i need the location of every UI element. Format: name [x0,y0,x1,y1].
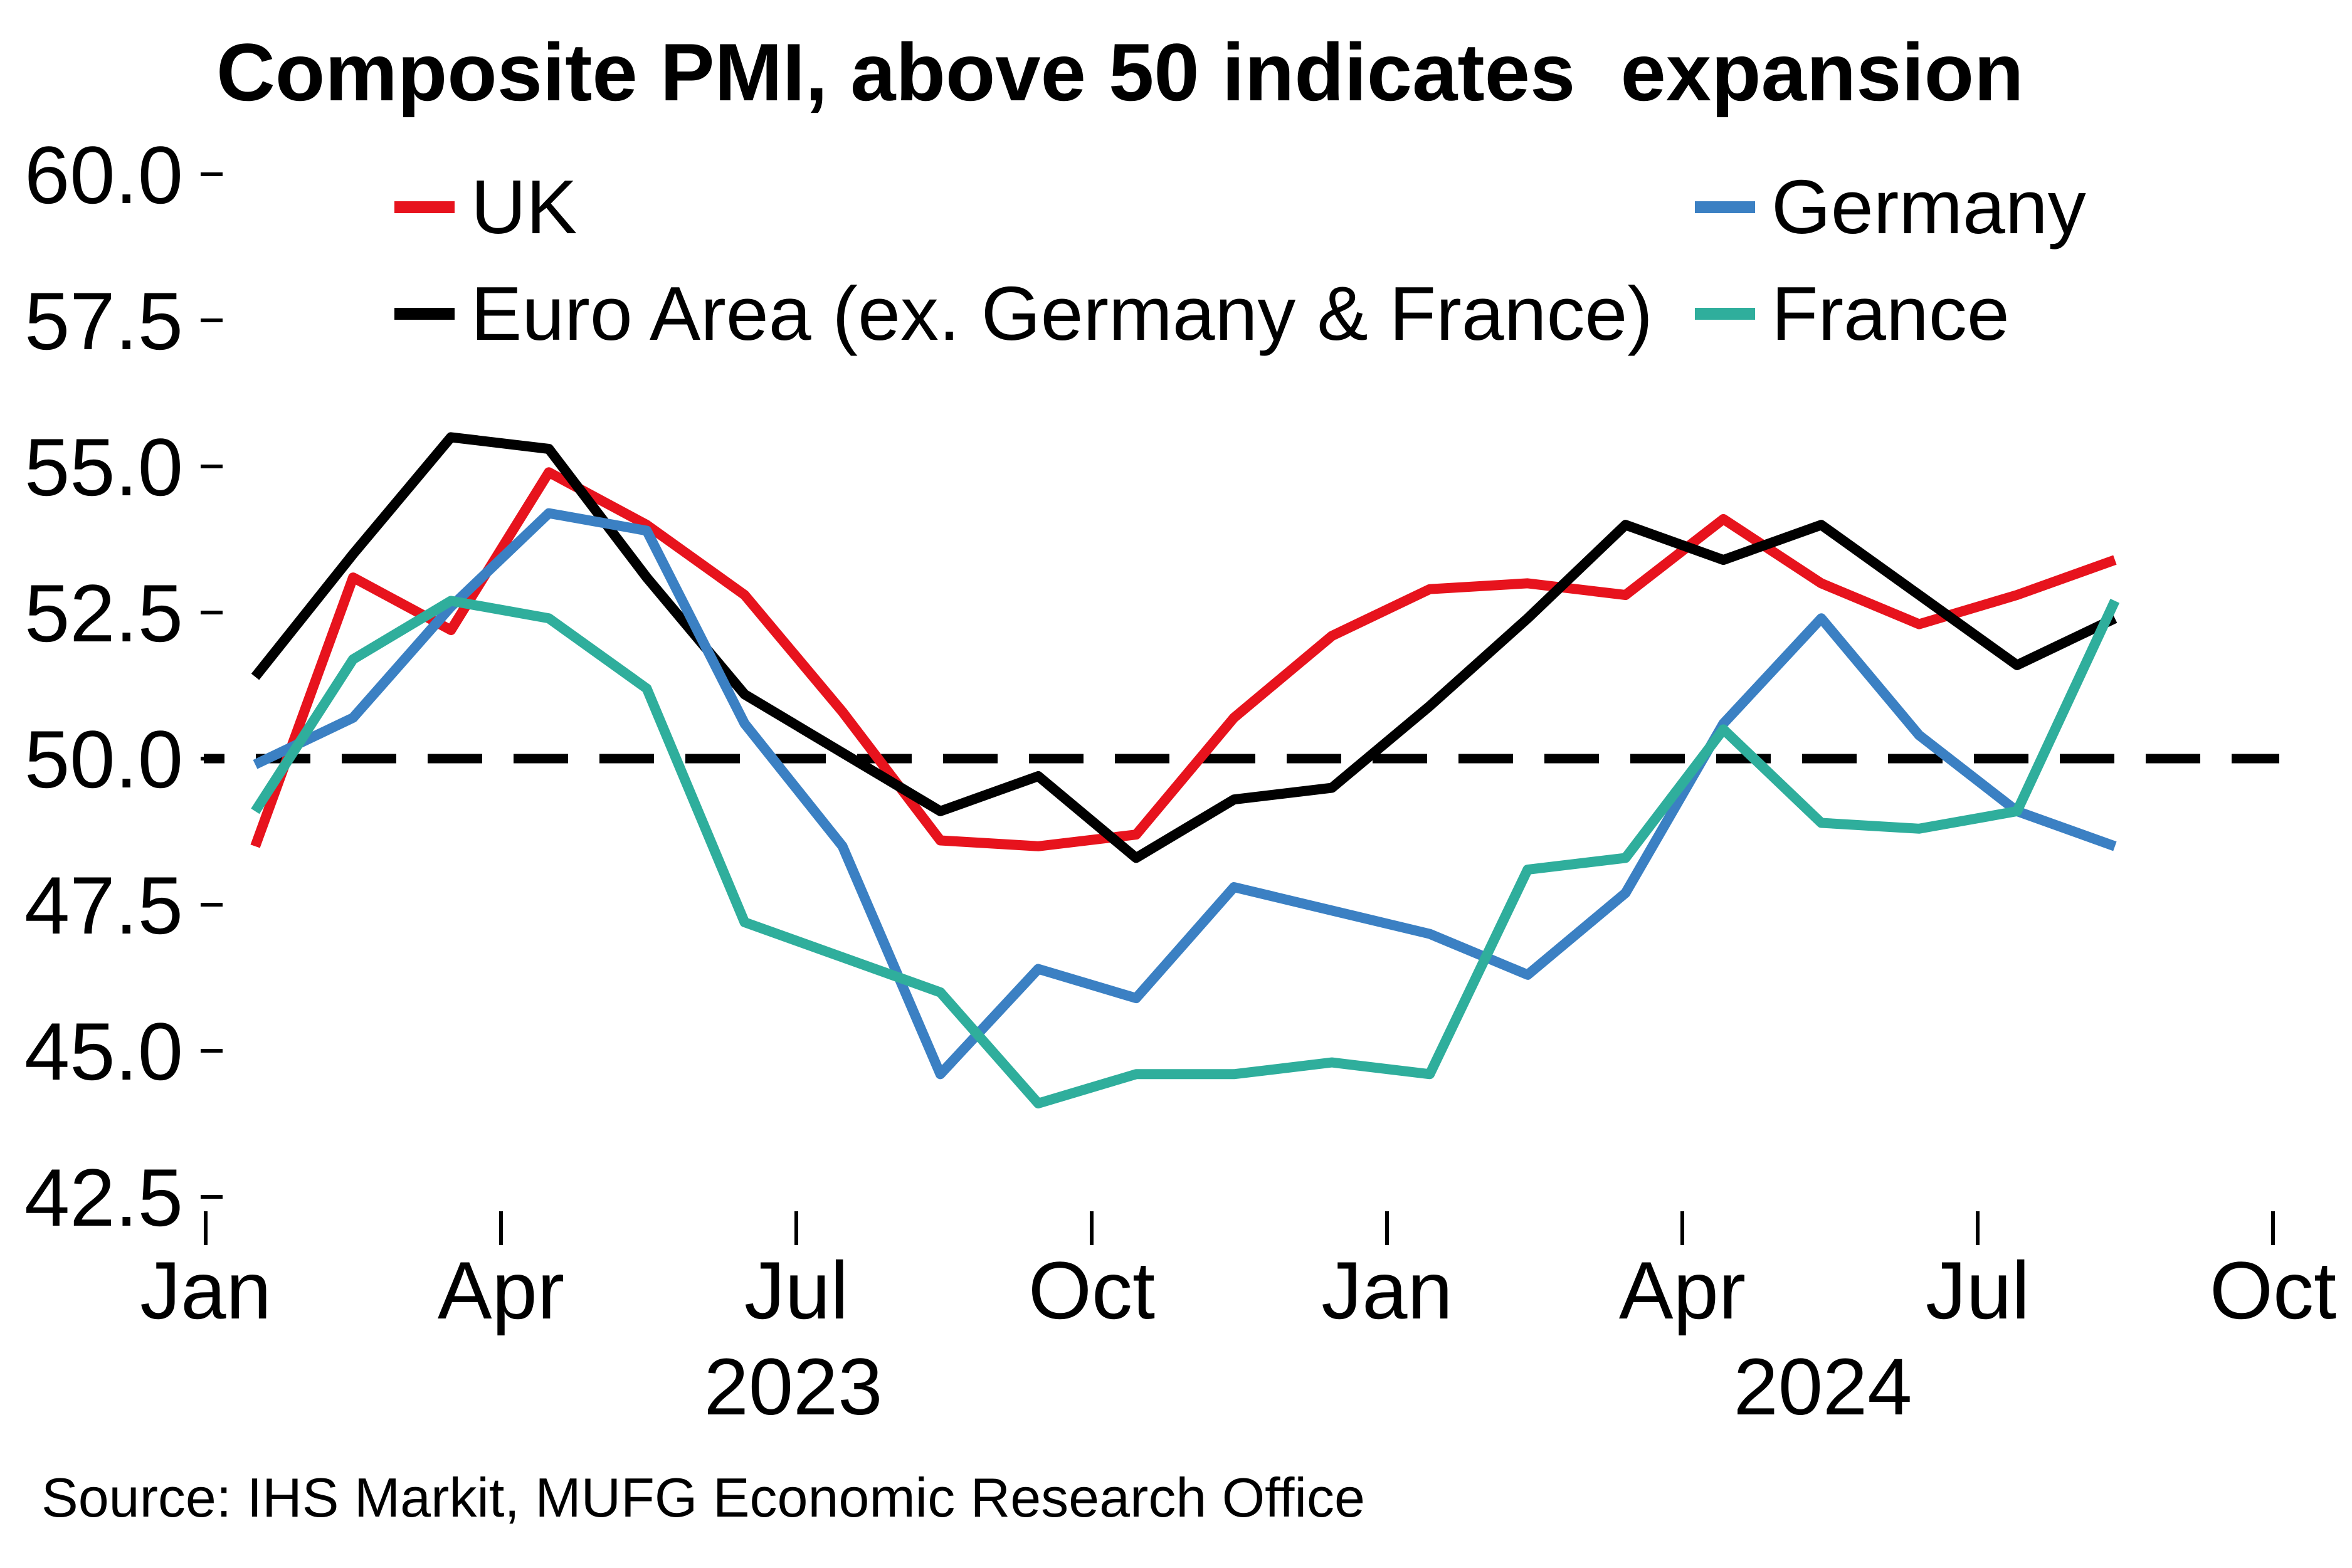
legend-marker-euro-area [394,307,455,320]
series-line-uk [250,467,2117,851]
x-tick-label: Jan [1321,1244,1453,1336]
x-tick-label: Oct [2210,1244,2336,1336]
y-tick-label: 52.5 [24,567,183,659]
legend-item-france: France [1695,266,2010,360]
series-line-france [251,596,2120,1108]
y-tick-label: 57.5 [24,275,183,367]
legend-label-uk: UK [471,164,577,250]
source-note: Source: IHS Markit, MUFG Economic Resear… [41,1466,1365,1529]
series-line-germany [253,508,2117,1080]
legend-marker-france [1695,307,1755,320]
x-tick-label: Jan [140,1244,272,1336]
legend-label-euro-area: Euro Area (ex. Germany & France) [471,271,1653,356]
legend-label-france: France [1771,271,2010,356]
y-tick-label: 55.0 [24,421,183,513]
x-tick-label: Apr [438,1244,564,1336]
legend-marker-uk [394,201,455,213]
series-line-euro-area-ex-germany-france [251,432,2117,863]
legend-item-euro-area: Euro Area (ex. Germany & France) [394,266,1653,360]
x-tick-label: Apr [1619,1244,1746,1336]
y-tick-label: 45.0 [24,1006,183,1097]
legend-item-germany: Germany [1695,160,2086,254]
x-tick-label: Jul [744,1244,848,1336]
legend-item-uk: UK [394,160,577,254]
y-tick-label: 42.5 [24,1152,183,1243]
year-label: 2023 [704,1342,883,1432]
x-tick-label: Jul [1926,1244,2030,1336]
year-label: 2024 [1734,1342,1912,1432]
legend-marker-germany [1695,201,1755,213]
y-tick-label: 47.5 [24,860,183,951]
x-tick-label: Oct [1028,1244,1155,1336]
legend-label-germany: Germany [1771,164,2086,250]
y-tick-label: 50.0 [24,713,183,805]
y-tick-label: 60.0 [24,129,183,221]
chart-title: Composite PMI, above 50 indicates expans… [216,26,2024,118]
